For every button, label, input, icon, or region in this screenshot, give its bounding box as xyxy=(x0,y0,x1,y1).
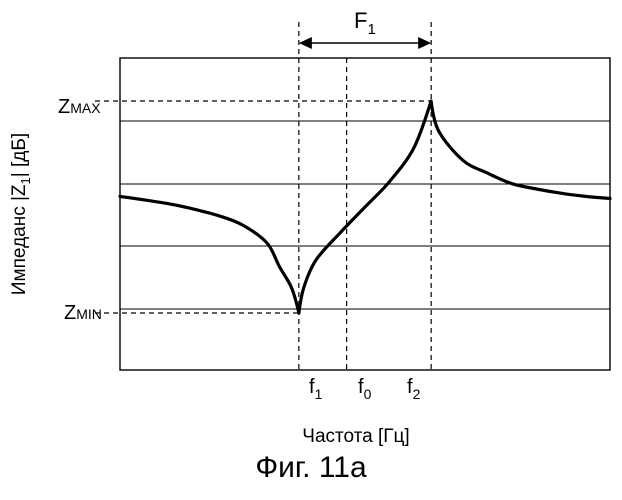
y-axis-label-sub: 1 xyxy=(18,177,33,184)
zmin-label-sub: MIN xyxy=(76,306,102,322)
x-axis-label: Частота [Гц] xyxy=(302,426,409,447)
f2-label-sub: 2 xyxy=(413,386,421,402)
frequency-span-f1 xyxy=(299,37,431,49)
f0-label: f0 xyxy=(358,376,372,402)
y-axis-label-main: Импеданс |Z xyxy=(9,184,30,295)
span-label-sub: 1 xyxy=(367,21,375,38)
zmin-label-main: Z xyxy=(64,302,76,324)
f2-label: f2 xyxy=(407,376,421,402)
guide-lines xyxy=(95,22,431,372)
zmax-label-sub: MAX xyxy=(70,100,101,116)
y-axis-label-tail: | [дБ] xyxy=(9,133,30,177)
zmax-label: ZMAX xyxy=(58,96,101,118)
span-arrowhead-left xyxy=(299,37,312,49)
y-axis-label: Импеданс |Z1| [дБ] xyxy=(9,133,33,295)
zmin-label: ZMIN xyxy=(64,302,102,324)
f0-label-sub: 0 xyxy=(364,386,372,402)
f1-label: f1 xyxy=(309,376,323,402)
span-arrowhead-right xyxy=(418,37,431,49)
zmax-label-main: Z xyxy=(58,96,70,118)
span-label: F1 xyxy=(354,8,376,38)
plot-frame xyxy=(120,58,610,370)
f1-label-sub: 1 xyxy=(315,386,323,402)
series-layer xyxy=(120,101,610,313)
span-label-main: F xyxy=(354,8,367,33)
impedance-curve xyxy=(120,101,610,313)
figure-caption: Фиг. 11a xyxy=(0,451,622,485)
